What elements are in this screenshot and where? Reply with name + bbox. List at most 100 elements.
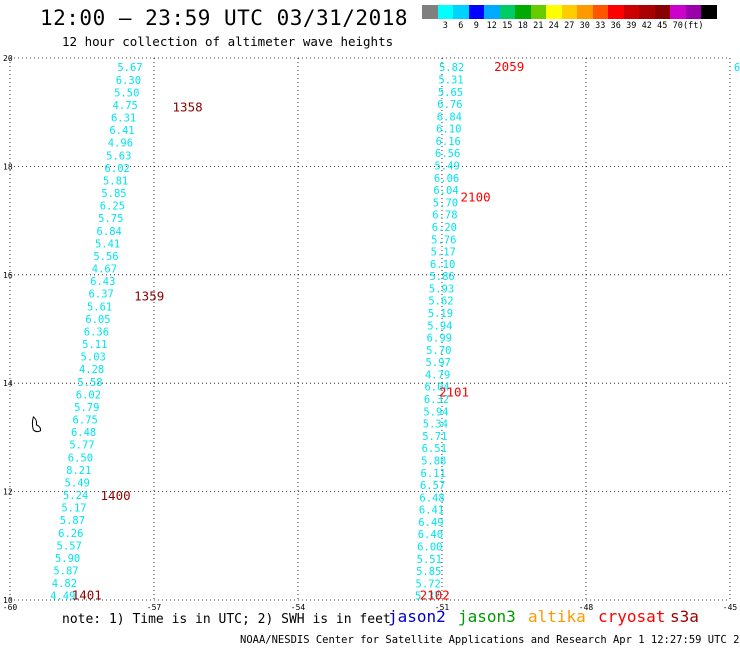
wave-height-value: 5.85 bbox=[101, 188, 126, 200]
wave-height-colorbar: 3 6 9 12 15 18 21 24 27 30 33 36 39 42 45 70 (ft) bbox=[422, 5, 717, 31]
x-tick-label: -45 bbox=[723, 603, 738, 612]
colorbar-swatch bbox=[561, 5, 577, 19]
colorbar-label: 42 bbox=[641, 21, 652, 31]
wave-height-value: 5.17 bbox=[431, 247, 456, 259]
page-title: 12:00 – 23:59 UTC 03/31/2018 bbox=[40, 6, 409, 30]
wave-height-value: 5.56 bbox=[93, 251, 118, 263]
y-tick-label: 12 bbox=[3, 488, 13, 497]
wave-height-value: 5.94 bbox=[423, 406, 448, 418]
wave-height-value: 5.34 bbox=[423, 419, 448, 431]
wave-height-value: 5.03 bbox=[81, 352, 106, 364]
wave-height-value: 5.17 bbox=[61, 503, 86, 515]
pass-time-label: 2100 bbox=[461, 189, 491, 204]
wave-height-value: 5.50 bbox=[114, 87, 139, 99]
wave-height-value: 5.97 bbox=[426, 357, 451, 369]
colorbar-swatch bbox=[546, 5, 562, 19]
wave-height-value: 5.57 bbox=[57, 540, 82, 552]
x-tick-label: -57 bbox=[147, 603, 162, 612]
colorbar-swatch bbox=[670, 5, 686, 19]
wave-height-value: 5.70 bbox=[433, 197, 458, 209]
pass-time-label: 1401 bbox=[72, 588, 102, 603]
satellite-legend-jason3: jason3 bbox=[458, 607, 516, 626]
page-subtitle: 12 hour collection of altimeter wave hei… bbox=[62, 34, 394, 49]
wave-height-value: 5.63 bbox=[106, 150, 131, 162]
wave-height-value: 5.75 bbox=[98, 213, 123, 225]
wave-height-value: 6.84 bbox=[97, 226, 122, 238]
colorbar-label: 45 bbox=[657, 21, 668, 31]
wave-height-value: 4.49 bbox=[50, 591, 75, 603]
wave-height-value: 5.67 bbox=[117, 62, 142, 74]
satellite-legend-altika: altika bbox=[528, 607, 586, 626]
wave-height-value: 6.20 bbox=[432, 222, 457, 234]
colorbar-label: 9 bbox=[473, 21, 479, 31]
wave-height-value: 5.71 bbox=[422, 431, 447, 443]
wave-height-value: 5.58 bbox=[77, 377, 102, 389]
pass-time-label: 2101 bbox=[439, 384, 469, 399]
wave-height-value: 6.56 bbox=[435, 148, 460, 160]
colorbar-swatches bbox=[422, 5, 717, 19]
colorbar-swatch bbox=[639, 5, 655, 19]
wave-height-value: 6.10 bbox=[436, 124, 461, 136]
wave-height-value: 6.84 bbox=[437, 111, 462, 123]
satellite-legend-cryosat: cryosat bbox=[598, 607, 666, 626]
wave-height-value: 5.88 bbox=[421, 455, 446, 467]
wave-height-value: 6.25 bbox=[100, 201, 125, 213]
wave-height-value: 6.10 bbox=[430, 259, 455, 271]
colorbar-label: 39 bbox=[626, 21, 637, 31]
wave-height-value: 5.51 bbox=[417, 554, 442, 566]
colorbar-swatch bbox=[701, 5, 717, 19]
wave-height-value: 6.43 bbox=[90, 276, 115, 288]
colorbar-label: 18 bbox=[517, 21, 528, 31]
colorbar-label: (ft) bbox=[683, 21, 704, 31]
colorbar-swatch bbox=[623, 5, 639, 19]
wave-height-value: 5.70 bbox=[426, 345, 451, 357]
credit-line: NOAA/NESDIS Center for Satellite Applica… bbox=[240, 634, 740, 646]
colorbar-label: 12 bbox=[486, 21, 497, 31]
x-tick-label: -60 bbox=[3, 603, 18, 612]
wave-height-value: 6.11 bbox=[421, 468, 446, 480]
wave-height-value: 8.21 bbox=[66, 465, 91, 477]
wave-height-value: 5.93 bbox=[429, 283, 454, 295]
wave-height-value: 6.04 bbox=[424, 382, 449, 394]
colorbar-swatch bbox=[468, 5, 484, 19]
wave-height-value: 6.02 bbox=[76, 389, 101, 401]
satellite-legend-s3a: s3a bbox=[670, 607, 699, 626]
colorbar-swatch bbox=[484, 5, 500, 19]
wave-height-value: 6.41 bbox=[109, 125, 134, 137]
wave-height-value: 5.19 bbox=[428, 308, 453, 320]
wave-height-value: 4.96 bbox=[108, 138, 133, 150]
wave-height-value: 6.49 bbox=[418, 517, 443, 529]
colorbar-label: 6 bbox=[458, 21, 464, 31]
pass-time-label: 2102 bbox=[420, 588, 450, 603]
colorbar-swatch bbox=[685, 5, 701, 19]
wave-height-value: 6.04 bbox=[433, 185, 458, 197]
wave-height-value: 6.05 bbox=[85, 314, 110, 326]
colorbar-swatch bbox=[422, 5, 438, 19]
y-tick-label: 10 bbox=[3, 596, 13, 605]
wave-height-value: 6.30 bbox=[116, 75, 141, 87]
wave-height-value: 5.86 bbox=[429, 271, 454, 283]
wave-height-value: 6.31 bbox=[111, 113, 136, 125]
wave-height-value: 5.11 bbox=[82, 339, 107, 351]
colorbar-swatch bbox=[608, 5, 624, 19]
wave-height-value: 5.24 bbox=[63, 490, 88, 502]
colorbar-label: 70 bbox=[672, 21, 683, 31]
wave-height-value: 5.37 bbox=[415, 591, 440, 603]
wave-height-value: 5.77 bbox=[69, 440, 94, 452]
colorbar-label: 30 bbox=[579, 21, 590, 31]
island-outline bbox=[31, 416, 42, 433]
colorbar-swatch bbox=[530, 5, 546, 19]
wave-height-value: 6.02 bbox=[105, 163, 130, 175]
wave-height-value: 6.51 bbox=[422, 443, 447, 455]
y-tick-label: 16 bbox=[3, 271, 13, 280]
wave-height-value: 5.72 bbox=[416, 578, 441, 590]
wave-height-value: 6.37 bbox=[89, 289, 114, 301]
wave-height-value: 6.78 bbox=[432, 210, 457, 222]
wave-height-value: 6.26 bbox=[58, 528, 83, 540]
colorbar-swatch bbox=[499, 5, 515, 19]
y-tick-label: 18 bbox=[3, 162, 13, 171]
colorbar-label: 24 bbox=[548, 21, 559, 31]
wave-height-value: 5.81 bbox=[103, 175, 128, 187]
wave-height-value: 6.06 bbox=[434, 173, 459, 185]
wave-height-value: 6.57 bbox=[420, 480, 445, 492]
